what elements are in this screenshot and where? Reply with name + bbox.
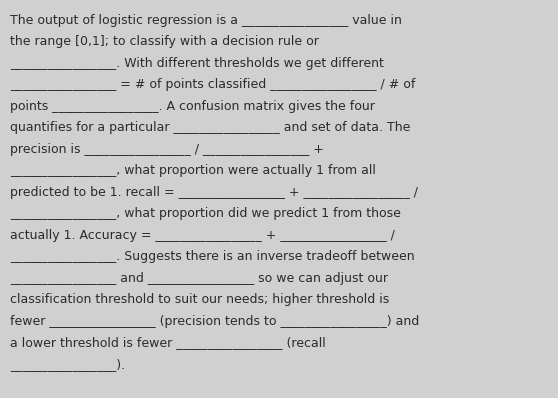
Text: predicted to be 1. recall = _________________ + _________________ /: predicted to be 1. recall = ____________… [10, 186, 418, 199]
Text: quantifies for a particular _________________ and set of data. The: quantifies for a particular ____________… [10, 121, 411, 135]
Text: a lower threshold is fewer _________________ (recall: a lower threshold is fewer _____________… [10, 336, 326, 349]
Text: _________________. With different thresholds we get different: _________________. With different thresh… [10, 57, 384, 70]
Text: actually 1. Accuracy = _________________ + _________________ /: actually 1. Accuracy = _________________… [10, 229, 395, 242]
Text: The output of logistic regression is a _________________ value in: The output of logistic regression is a _… [10, 14, 402, 27]
Text: _________________ = # of points classified _________________ / # of: _________________ = # of points classifi… [10, 78, 415, 92]
Text: _________________).: _________________). [10, 358, 125, 371]
Text: the range [0,1]; to classify with a decision rule or: the range [0,1]; to classify with a deci… [10, 35, 319, 49]
Text: _________________. Suggests there is an inverse tradeoff between: _________________. Suggests there is an … [10, 250, 415, 263]
Text: classification threshold to suit our needs; higher threshold is: classification threshold to suit our nee… [10, 293, 389, 306]
Text: fewer _________________ (precision tends to _________________) and: fewer _________________ (precision tends… [10, 315, 419, 328]
Text: _________________ and _________________ so we can adjust our: _________________ and _________________ … [10, 272, 388, 285]
Text: points _________________. A confusion matrix gives the four: points _________________. A confusion ma… [10, 100, 375, 113]
Text: _________________, what proportion were actually 1 from all: _________________, what proportion were … [10, 164, 376, 178]
Text: _________________, what proportion did we predict 1 from those: _________________, what proportion did w… [10, 207, 401, 220]
Text: precision is _________________ / _________________ +: precision is _________________ / _______… [10, 143, 324, 156]
